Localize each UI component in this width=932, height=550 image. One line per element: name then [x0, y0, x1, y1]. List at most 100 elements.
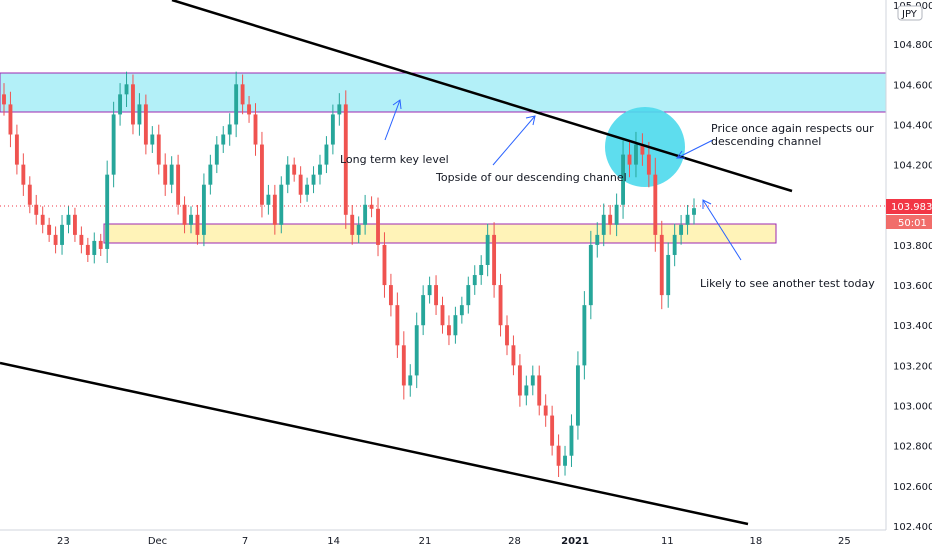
annotation-respects-2: descending channel — [711, 135, 821, 148]
candle-body — [343, 104, 348, 215]
candle-body — [621, 154, 625, 205]
candle — [614, 193, 619, 237]
candle — [408, 364, 413, 397]
candle — [569, 414, 574, 467]
candle — [169, 156, 174, 194]
arrow-test-today — [702, 199, 742, 261]
candle — [14, 124, 19, 175]
candle-body — [79, 234, 84, 245]
candle-body — [8, 104, 13, 135]
candle — [672, 223, 677, 267]
time-tick-label: 18 — [749, 536, 762, 547]
candle — [324, 136, 329, 174]
candle — [421, 285, 426, 336]
candle-body — [169, 164, 174, 185]
candle — [163, 153, 168, 196]
candle — [60, 215, 64, 255]
time-tick-label: 7 — [242, 536, 248, 547]
candle-body — [272, 194, 277, 225]
time-tick-label: 14 — [327, 536, 340, 547]
candle — [601, 203, 606, 247]
candle — [427, 276, 432, 304]
candle — [479, 255, 484, 285]
candle-body — [459, 305, 464, 316]
countdown-label: 50:01 — [886, 215, 932, 229]
candle-body — [440, 305, 445, 326]
time-axis[interactable]: 23 Dec 7 14 21 28 2021 11 18 25 — [0, 529, 886, 547]
candle-body — [550, 415, 555, 446]
candle — [305, 177, 310, 202]
price-tick-label: 102.800 — [893, 442, 932, 453]
candle — [459, 296, 464, 324]
candle-body — [227, 124, 232, 135]
candle — [556, 434, 561, 477]
candle-body — [305, 184, 310, 195]
candle — [272, 184, 277, 235]
candle — [685, 204, 690, 235]
candle — [266, 184, 271, 215]
candle — [21, 153, 26, 196]
candle — [640, 133, 645, 166]
candle-body — [143, 104, 148, 145]
candle — [85, 237, 90, 262]
candle — [524, 375, 529, 406]
candle-body — [421, 295, 426, 326]
candle-body — [653, 174, 658, 235]
candle — [34, 194, 39, 225]
price-tick-label: 104.800 — [893, 40, 932, 51]
candle — [260, 131, 264, 218]
time-tick-label: 28 — [508, 536, 521, 547]
candle-body — [221, 134, 226, 145]
candle-body — [434, 285, 438, 306]
candle — [176, 154, 181, 215]
price-axis[interactable]: 104.800104.600104.400104.200104.000103.8… — [885, 0, 932, 533]
candle-body — [608, 214, 613, 225]
candle-body — [150, 134, 155, 145]
candle-body — [601, 214, 606, 235]
svg-text:50:01: 50:01 — [898, 218, 927, 229]
candle-body — [324, 144, 329, 165]
candle-body — [131, 84, 135, 125]
candle-body — [201, 184, 206, 235]
support-zone[interactable] — [103, 223, 777, 244]
price-tick-label: 104.600 — [893, 80, 932, 91]
candle — [292, 157, 297, 182]
candle-body — [247, 104, 251, 115]
candle — [621, 140, 625, 219]
candle — [330, 104, 335, 155]
candle-body — [234, 84, 239, 125]
candle — [150, 126, 155, 153]
svg-text:103.983: 103.983 — [891, 202, 932, 213]
lower-channel-line[interactable] — [0, 361, 749, 526]
candle-body — [401, 345, 406, 386]
candle — [356, 216, 361, 244]
time-tick-label: 25 — [838, 536, 851, 547]
candle-body — [395, 305, 400, 346]
candle — [182, 196, 187, 234]
candle-body — [98, 240, 103, 249]
candle-body — [189, 214, 193, 225]
candle — [472, 265, 477, 295]
candle — [498, 273, 503, 337]
candle — [485, 223, 490, 277]
candle-body — [388, 285, 393, 306]
svg-text:JPY: JPY — [901, 9, 918, 20]
candle-body — [14, 134, 19, 165]
candle — [337, 93, 342, 126]
candle-body — [634, 144, 638, 165]
currency-badge[interactable]: JPY — [897, 5, 923, 21]
candle-body — [685, 214, 690, 225]
candle — [350, 204, 355, 245]
candle — [27, 176, 32, 214]
arrow-topside — [492, 115, 536, 166]
upper-channel-line[interactable] — [171, 0, 793, 193]
candle — [659, 220, 664, 310]
candle-body — [163, 164, 168, 185]
candle-body — [105, 174, 110, 249]
candle-body — [408, 375, 413, 386]
candle — [47, 217, 52, 242]
candle-body — [466, 285, 471, 306]
time-tick-label: 11 — [661, 536, 674, 547]
candle — [692, 198, 696, 225]
